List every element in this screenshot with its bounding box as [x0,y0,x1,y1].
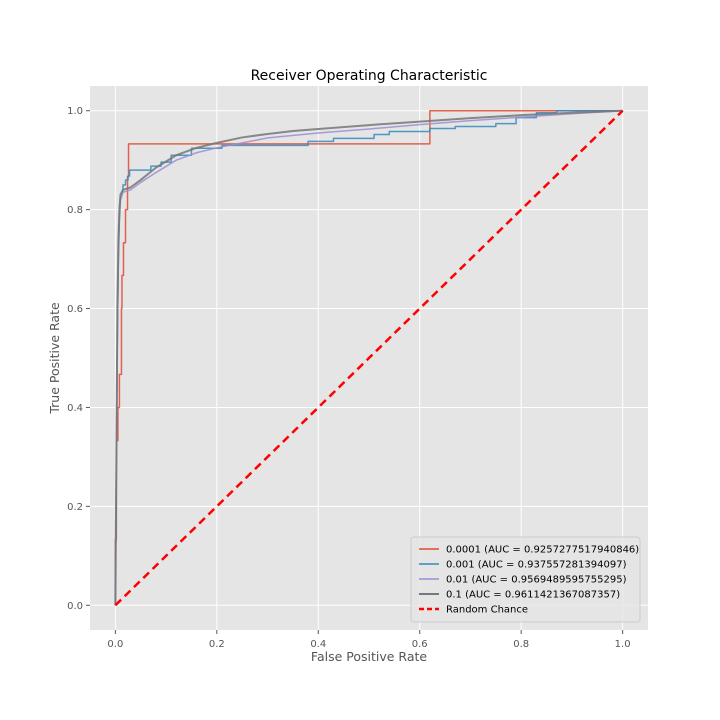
legend-label: Random Chance [446,605,528,616]
x-tick-label: 0.4 [310,639,326,650]
y-tick-label: 0.4 [67,403,83,414]
x-tick-label: 1.0 [615,639,631,650]
legend-box [410,536,641,623]
legend: 0.0001 (AUC = 0.9257277517940846) 0.001 (… [410,536,641,623]
y-tick-label: 0.8 [67,205,83,216]
y-axis-ticks: 0.0 0.2 0.4 0.6 0.8 1.0 [67,106,90,612]
y-tick-label: 1.0 [67,106,83,117]
legend-label: 0.1 (AUC = 0.9611421367087357) [446,590,620,601]
y-tick-label: 0.0 [67,601,83,612]
x-axis-ticks: 0.0 0.2 0.4 0.6 0.8 1.0 [107,630,631,650]
legend-label: 0.0001 (AUC = 0.9257277517940846) [446,545,639,556]
x-tick-label: 0.8 [513,639,529,650]
x-axis-label: False Positive Rate [311,649,427,664]
series-line-3 [114,109,623,606]
x-tick-label: 0.0 [107,639,123,650]
grid-lines [90,86,648,630]
legend-label: 0.01 (AUC = 0.9569489595755295) [446,575,627,586]
series-line-1 [114,109,623,606]
series-lines [114,109,624,607]
series-line-4 [114,109,624,607]
y-axis-label: True Positive Rate [47,302,62,415]
y-tick-label: 0.2 [67,502,83,513]
legend-label: 0.001 (AUC = 0.937557281394097) [446,560,627,571]
y-tick-label: 0.6 [67,304,83,315]
x-tick-label: 0.2 [209,639,225,650]
chart-title: Receiver Operating Characteristic [251,68,488,84]
x-tick-label: 0.6 [412,639,428,650]
